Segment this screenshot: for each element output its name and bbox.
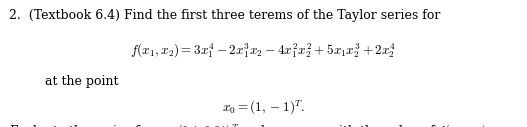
Text: at the point: at the point [45, 75, 118, 88]
Text: $f(x_1, x_2) = 3x_1^4 - 2x_1^3x_2 - 4x_1^2x_2^2 + 5x_1x_2^3 + 2x_2^4$: $f(x_1, x_2) = 3x_1^4 - 2x_1^3x_2 - 4x_1… [130, 42, 397, 60]
Text: Evaluate the series for $p = (0.1, 0.01)^T$ and compare with the value of $f(x_0: Evaluate the series for $p = (0.1, 0.01)… [9, 122, 492, 127]
Text: 2.  (Textbook 6.4) Find the first three terems of the Taylor series for: 2. (Textbook 6.4) Find the first three t… [9, 9, 441, 22]
Text: $x_0 = (1,-1)^T.$: $x_0 = (1,-1)^T.$ [222, 99, 305, 117]
